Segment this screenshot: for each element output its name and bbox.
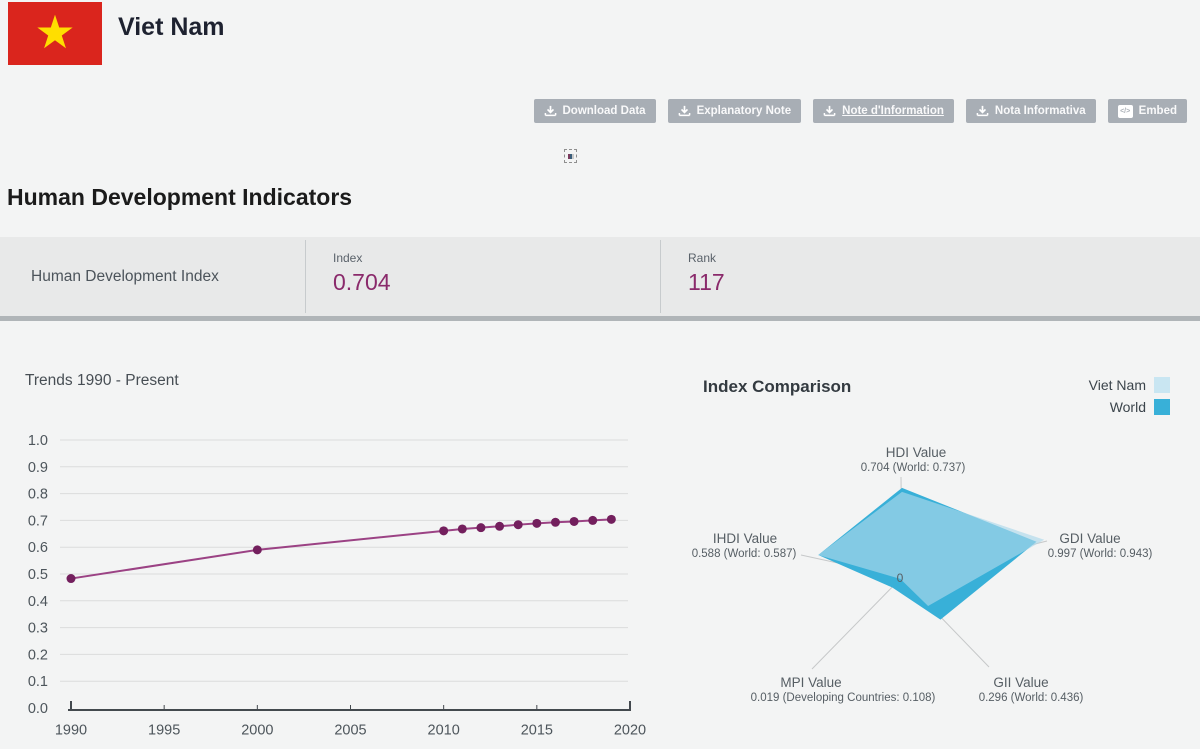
svg-text:0.9: 0.9: [28, 460, 48, 476]
summary-row-label: Human Development Index: [31, 267, 219, 285]
radar-axis-label: GII Value: [993, 675, 1048, 690]
button-label: Explanatory Note: [696, 105, 792, 117]
rank-value: 117: [688, 269, 725, 295]
svg-text:0.0: 0.0: [28, 701, 48, 717]
page-title: Human Development Indicators: [7, 184, 353, 210]
svg-text:0: 0: [897, 571, 904, 585]
radar-axis-label: IHDI Value: [713, 531, 777, 546]
svg-text:0.2: 0.2: [28, 647, 48, 663]
index-comparison-title: Index Comparison: [703, 377, 852, 396]
radar-axis-value: 0.019 (Developing Countries: 0.108): [751, 692, 936, 704]
radar-axis-value: 0.296 (World: 0.436): [979, 692, 1084, 704]
svg-text:1.0: 1.0: [28, 433, 48, 449]
legend-label: World: [1109, 399, 1146, 415]
legend-swatch-vietnam: [1154, 377, 1170, 393]
summary-divider: [660, 240, 661, 313]
svg-text:0.3: 0.3: [28, 621, 48, 637]
download-data-button[interactable]: Download Data: [533, 99, 656, 123]
index-label: Index: [333, 251, 363, 265]
svg-text:2015: 2015: [521, 723, 553, 739]
index-value: 0.704: [333, 269, 391, 295]
download-icon: [678, 105, 690, 116]
svg-text:2000: 2000: [241, 723, 273, 739]
index-comparison-radar-chart[interactable]: 0 HDI Value 0.704 (World: 0.737) GDI Value 0…: [660, 420, 1200, 720]
svg-text:2005: 2005: [334, 723, 366, 739]
index-metric: Index 0.704: [306, 237, 391, 316]
svg-text:2020: 2020: [614, 723, 646, 739]
trends-line-chart[interactable]: 1.0 0.9 0.8 0.7 0.6 0.5 0.4 0.3 0.2 0.1 0.0 1990 199…: [0, 420, 660, 749]
radar-axis-value: 0.704 (World: 0.737): [861, 462, 966, 474]
download-icon: [544, 105, 556, 116]
summary-divider: [305, 240, 306, 313]
rank-label: Rank: [688, 251, 717, 265]
svg-text:0.1: 0.1: [28, 674, 48, 690]
nota-informativa-button[interactable]: Nota Informativa: [965, 99, 1096, 123]
legend-swatch-world: [1154, 399, 1170, 415]
button-label: Embed: [1138, 105, 1177, 117]
rank-metric: Rank 117: [661, 237, 725, 316]
trends-chart-title: Trends 1990 - Present: [25, 372, 179, 389]
button-label: Note d'Information: [842, 105, 944, 117]
button-label: Download Data: [562, 105, 646, 117]
explanatory-note-button[interactable]: Explanatory Note: [667, 99, 802, 123]
embed-icon: </>: [1117, 104, 1133, 118]
radar-axis-label: HDI Value: [886, 445, 947, 460]
svg-text:0.4: 0.4: [28, 594, 48, 610]
download-icon: [976, 105, 989, 116]
svg-text:0.5: 0.5: [28, 567, 48, 583]
svg-text:2010: 2010: [428, 723, 460, 739]
svg-text:0.8: 0.8: [28, 487, 48, 503]
note-d-information-button[interactable]: Note d'Information: [813, 99, 954, 123]
svg-text:0.7: 0.7: [28, 513, 48, 529]
svg-text:1995: 1995: [148, 723, 180, 739]
download-icon: [823, 105, 836, 116]
legend-label: Viet Nam: [1088, 377, 1146, 393]
legend-item-vietnam[interactable]: Viet Nam: [1089, 377, 1170, 393]
embed-button[interactable]: </> Embed: [1107, 99, 1187, 123]
country-title: Viet Nam: [118, 13, 225, 41]
radar-axis-label: GDI Value: [1059, 531, 1120, 546]
radar-axis-value: 0.997 (World: 0.943): [1048, 548, 1153, 560]
vietnam-flag: ★: [8, 2, 102, 65]
radar-axis-label: MPI Value: [780, 675, 841, 690]
summary-bar-underline: [0, 316, 1200, 321]
radar-axis-value: 0.588 (World: 0.587): [692, 548, 797, 560]
toolbar: Download Data Explanatory Note Note d'In…: [533, 99, 1187, 123]
svg-text:0.6: 0.6: [28, 540, 48, 556]
hdi-summary-bar: [0, 237, 1200, 316]
radar-legend: Viet Nam World: [1089, 377, 1170, 415]
flag-star-icon: ★: [34, 5, 76, 58]
broken-image-icon: [564, 149, 577, 163]
button-label: Nota Informativa: [994, 105, 1086, 117]
legend-item-world[interactable]: World: [1110, 399, 1170, 415]
svg-text:1990: 1990: [55, 723, 87, 739]
